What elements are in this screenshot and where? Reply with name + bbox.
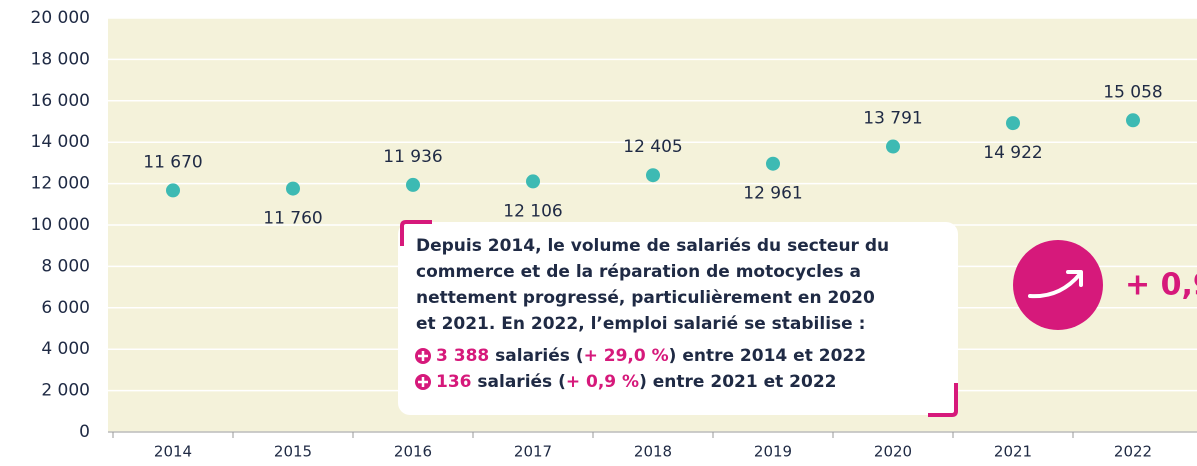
value-label: 15 058 [1103,82,1162,102]
callout-bracket [928,383,958,417]
badge-text: + 0,9 [1125,268,1197,303]
value-label: 12 106 [503,201,562,221]
y-tick-label: 6 000 [41,298,90,318]
callout-box [398,222,958,415]
point [646,168,660,183]
point [766,156,780,171]
point [886,139,900,154]
point [286,181,300,196]
callout-bullet-part: ) entre 2021 et 2022 [639,372,836,392]
bullet-plus [418,377,428,387]
callout-bullet: 3 388 salariés (+ 29,0 %) entre 2014 et … [436,346,866,366]
x-tick-label: 2020 [874,443,912,461]
bullet-plus [418,351,428,361]
y-tick-label: 8 000 [41,256,90,276]
value-label: 12 961 [743,184,802,204]
callout-bullet: 136 salariés (+ 0,9 %) entre 2021 et 202… [436,372,837,392]
value-label: 11 760 [263,209,322,229]
x-tick-label: 2019 [754,443,792,461]
callout-bullet-part: ) entre 2014 et 2022 [669,346,866,366]
y-tick-label: 16 000 [31,91,90,111]
value-label: 11 670 [143,152,202,172]
y-tick-label: 4 000 [41,339,90,359]
value-label: 11 936 [383,147,442,167]
point [1006,116,1020,131]
y-tick-label: 12 000 [31,174,90,194]
y-tick-label: 20 000 [31,8,90,28]
x-tick-label: 2014 [154,443,192,461]
x-tick-label: 2015 [274,443,312,461]
callout-bullet-part: salariés ( [489,346,583,366]
x-tick-label: 2021 [994,443,1032,461]
value-label: 12 405 [623,137,682,157]
callout-text: et 2021. En 2022, l’emploi salarié se st… [416,314,865,334]
y-tick-label: 14 000 [31,132,90,152]
x-tick-label: 2017 [514,443,552,461]
y-tick-label: 10 000 [31,215,90,235]
point [406,177,420,192]
callout-text: Depuis 2014, le volume de salariés du se… [416,236,889,256]
callout-bullet-part: salariés ( [472,372,566,392]
value-label: 13 791 [863,109,922,129]
badge-arrow [1028,270,1083,299]
x-tick-label: 2016 [394,443,432,461]
callout-bracket [400,220,432,246]
point [1126,113,1140,128]
callout-bullet-part: + 29,0 % [584,346,669,366]
value-label: 14 922 [983,143,1042,163]
badge-circle [1013,240,1103,330]
y-tick-label: 18 000 [31,49,90,69]
callout-bullet-part: 136 [436,372,472,392]
point [166,183,180,198]
y-tick-label: 2 000 [41,381,90,401]
callout-bullet-part: 3 388 [436,346,489,366]
x-tick-label: 2018 [634,443,672,461]
y-tick-label: 0 [79,422,90,442]
callout-bullet-part: + 0,9 % [566,372,639,392]
point [526,174,540,189]
callout-text: nettement progressé, particulièrement en… [416,288,875,308]
x-tick-label: 2022 [1114,443,1152,461]
callout-text: commerce et de la réparation de motocycl… [416,262,861,282]
